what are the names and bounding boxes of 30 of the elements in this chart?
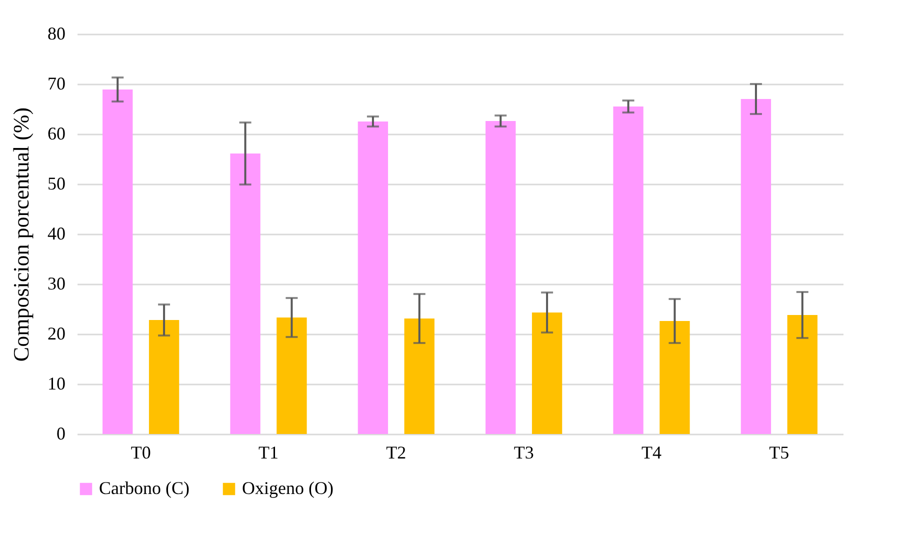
bar [787, 315, 818, 434]
legend-label: Carbono (C) [99, 478, 190, 498]
x-tick-label: T5 [769, 442, 790, 462]
bar [102, 90, 133, 434]
x-tick-label: T3 [514, 442, 534, 462]
bar [486, 121, 516, 434]
bar [404, 318, 434, 434]
bar [358, 122, 388, 434]
bar [660, 321, 690, 434]
y-tick-label: 40 [48, 224, 66, 244]
x-tick-label: T1 [258, 442, 278, 462]
y-tick-label: 50 [48, 174, 66, 194]
x-tick-label: T4 [642, 442, 662, 462]
y-tick-label: 30 [48, 274, 66, 294]
y-tick-label: 10 [48, 374, 66, 394]
bar [613, 106, 644, 434]
bar [532, 312, 562, 434]
bar [230, 154, 260, 434]
y-tick-label: 0 [56, 424, 66, 444]
bar [148, 320, 180, 434]
x-tick-label: T0 [130, 442, 151, 462]
y-axis-title: Composicion porcentual (%) [8, 107, 34, 362]
y-tick-label: 80 [48, 24, 66, 44]
bar [276, 318, 307, 434]
bar [740, 99, 772, 434]
legend-label: Oxigeno (O) [242, 478, 334, 498]
y-tick-label: 20 [48, 324, 66, 344]
y-tick-label: 60 [48, 124, 66, 144]
y-tick-label: 70 [48, 74, 66, 94]
x-tick-label: T2 [386, 442, 406, 462]
